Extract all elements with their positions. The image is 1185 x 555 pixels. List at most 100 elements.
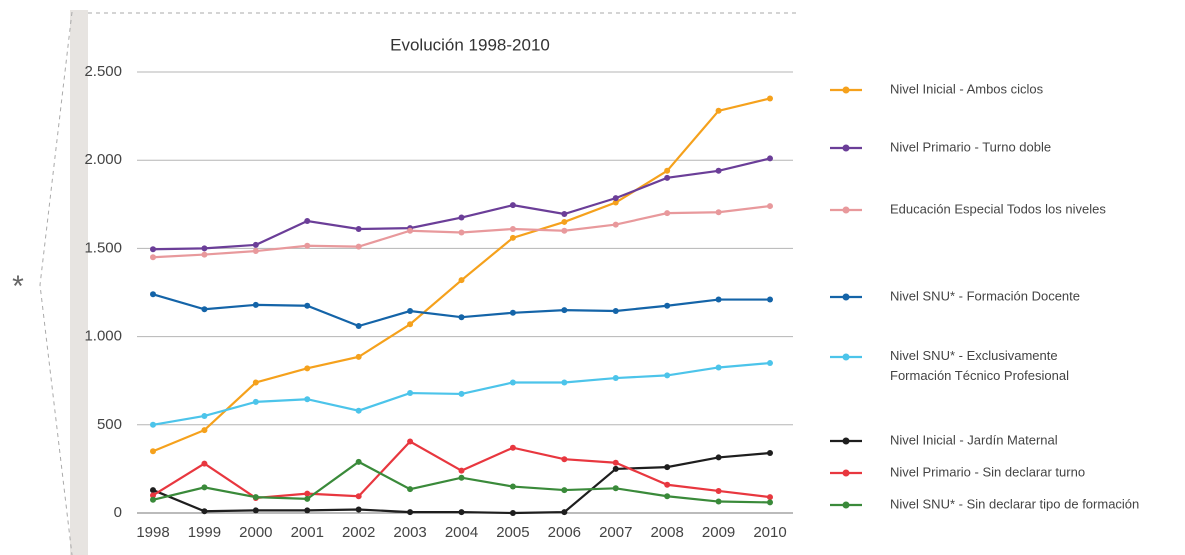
data-point	[304, 490, 311, 497]
data-point	[664, 174, 671, 181]
data-point	[509, 510, 516, 516]
data-point	[252, 301, 259, 308]
series-line	[152, 157, 771, 251]
data-point	[509, 309, 516, 316]
data-point	[664, 481, 671, 488]
data-point	[150, 421, 156, 428]
data-point	[767, 494, 773, 501]
data-point	[355, 225, 362, 232]
data-point	[304, 242, 311, 249]
data-point	[715, 107, 722, 114]
data-point	[252, 379, 259, 386]
y-tick-label: 1.500	[84, 239, 122, 256]
data-point	[612, 485, 619, 492]
y-tick-label: 2.000	[84, 151, 122, 168]
data-point	[458, 314, 465, 321]
x-tick-label: 2004	[445, 524, 478, 541]
data-point	[561, 307, 568, 314]
data-point	[767, 499, 773, 506]
data-point	[252, 398, 259, 405]
x-tick-label: 2002	[342, 524, 375, 541]
data-point	[664, 210, 671, 217]
data-point	[612, 375, 619, 382]
legend-swatch-dot	[842, 86, 850, 94]
data-point	[201, 245, 208, 252]
data-point	[612, 221, 619, 228]
data-point	[767, 155, 773, 162]
x-tick-label: 2009	[702, 524, 735, 541]
data-point	[407, 321, 414, 328]
data-point	[150, 246, 156, 253]
data-point	[407, 486, 414, 493]
data-point	[201, 508, 208, 515]
data-point	[561, 218, 568, 225]
data-point	[201, 251, 208, 258]
data-point	[767, 360, 773, 367]
y-tick-label: 500	[97, 416, 122, 433]
legend-swatch-dot	[842, 353, 850, 361]
data-point	[355, 506, 362, 513]
x-tick-label: 2001	[291, 524, 324, 541]
data-point	[458, 509, 465, 516]
data-point	[715, 167, 722, 174]
data-point	[767, 203, 773, 210]
data-point	[509, 379, 516, 386]
data-point	[715, 487, 722, 494]
data-point	[304, 507, 311, 514]
data-point	[561, 211, 568, 218]
data-point	[612, 199, 619, 206]
data-point	[355, 458, 362, 465]
data-point	[509, 202, 516, 209]
legend-swatch-dot	[842, 437, 850, 445]
data-point	[150, 448, 156, 455]
data-point	[355, 243, 362, 250]
data-point	[561, 487, 568, 494]
data-point	[252, 507, 259, 514]
legend-label: Nivel Primario - Sin declarar turno	[890, 464, 1085, 479]
data-point	[252, 241, 259, 248]
data-point	[612, 459, 619, 466]
data-point	[664, 167, 671, 174]
data-point	[201, 484, 208, 491]
legend-swatch-dot	[842, 206, 850, 214]
data-point	[715, 498, 722, 505]
data-point	[561, 509, 568, 516]
data-point	[407, 438, 414, 445]
data-point	[458, 467, 465, 474]
data-point	[458, 390, 465, 397]
data-point	[767, 450, 773, 457]
legend-swatch-dot	[842, 501, 850, 509]
legend-label: Nivel Inicial - Ambos ciclos	[890, 81, 1044, 96]
data-point	[664, 302, 671, 309]
data-point	[612, 465, 619, 472]
x-tick-label: 2010	[753, 524, 786, 541]
data-point	[561, 456, 568, 463]
data-point	[304, 218, 311, 225]
data-point	[715, 296, 722, 303]
data-point	[150, 492, 156, 499]
data-point	[458, 474, 465, 481]
data-point	[458, 277, 465, 284]
x-tick-label: 2005	[496, 524, 529, 541]
data-point	[509, 234, 516, 241]
y-tick-label: 1.000	[84, 328, 122, 345]
data-point	[664, 493, 671, 500]
x-tick-label: 1998	[136, 524, 169, 541]
data-point	[304, 365, 311, 372]
data-point	[612, 195, 619, 202]
side-mark: *	[12, 270, 24, 303]
legend-label: Educación Especial Todos los niveles	[890, 201, 1106, 216]
x-tick-label: 2008	[650, 524, 683, 541]
legend-swatch-dot	[842, 469, 850, 477]
data-point	[715, 454, 722, 461]
x-tick-label: 1999	[188, 524, 221, 541]
data-point	[252, 494, 259, 501]
legend-label: Nivel SNU* - Formación Docente	[890, 288, 1080, 303]
series-line	[152, 451, 771, 515]
data-point	[664, 372, 671, 379]
series-line	[152, 97, 771, 453]
data-point	[150, 496, 156, 503]
data-point	[509, 483, 516, 490]
data-point	[767, 296, 773, 303]
legend-label: Nivel Inicial - Jardín Maternal	[890, 432, 1058, 447]
